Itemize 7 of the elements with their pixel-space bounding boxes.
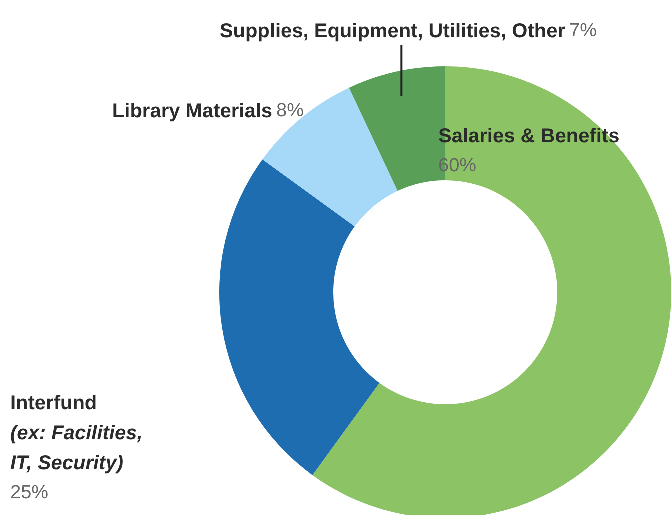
data-label: 60%	[438, 156, 477, 176]
data-label: 25%	[10, 482, 49, 504]
slice-label: Supplies, Equipment, Utilities, Other	[220, 20, 566, 42]
slice-label: Interfund (ex: Facilities, IT, Security)	[10, 392, 143, 474]
data-label: 7%	[570, 20, 598, 42]
data-label: 8%	[276, 100, 304, 122]
slice-label: Library Materials	[112, 100, 273, 122]
